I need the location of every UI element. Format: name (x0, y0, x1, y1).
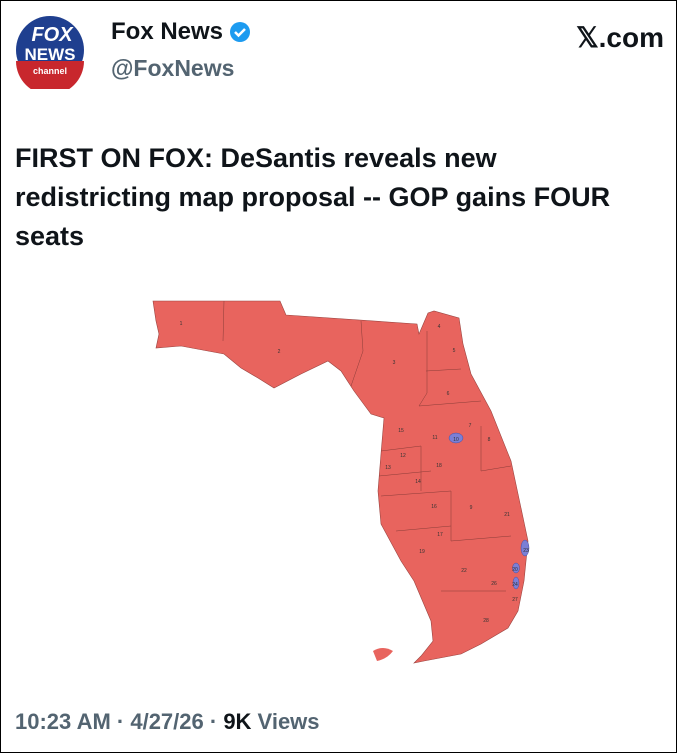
svg-text:FOX: FOX (31, 24, 74, 46)
district-label-3: 3 (393, 360, 396, 366)
district-label-19: 19 (419, 549, 425, 555)
florida-state-shape (152, 300, 529, 664)
tweet-date[interactable]: 4/27/26 (130, 709, 204, 734)
district-label-22: 22 (461, 568, 467, 574)
district-label-1: 1 (180, 321, 183, 327)
district-label-11: 11 (432, 435, 437, 441)
district-label-10: 10 (453, 437, 459, 443)
district-label-26: 26 (491, 581, 497, 587)
district-label-28: 28 (483, 618, 489, 624)
district-label-17: 17 (437, 532, 443, 538)
tweet-text: FIRST ON FOX: DeSantis reveals new redis… (15, 143, 611, 251)
svg-text:NEWS: NEWS (25, 45, 76, 64)
district-label-21: 21 (504, 512, 510, 518)
democrat-districts (448, 432, 530, 590)
views-label: Views (251, 709, 320, 734)
district-label-7: 7 (469, 423, 472, 429)
district-10-shape (448, 432, 464, 444)
district-label-20: 20 (512, 567, 518, 573)
district-label-4: 4 (438, 324, 441, 330)
district-label-12: 12 (400, 453, 406, 459)
views-count: 9K (223, 709, 252, 734)
district-label-14: 14 (415, 479, 421, 485)
district-labels: 1234567891011121314151617181920212223242… (180, 321, 529, 624)
separator: · (203, 709, 224, 734)
district-label-23: 23 (523, 548, 529, 554)
district-label-8: 8 (488, 437, 491, 443)
district-label-24: 24 (512, 582, 518, 588)
fox-news-logo[interactable]: FOX NEWS channel (15, 11, 85, 89)
site-label: 𝕏.com (576, 22, 664, 53)
florida-keys-shape (373, 648, 393, 661)
svg-text:channel: channel (33, 66, 67, 76)
district-20-shape (512, 562, 520, 574)
florida-district-map: 1234567891011121314151617181920212223242… (152, 300, 530, 664)
account-handle[interactable]: @FoxNews (111, 55, 235, 81)
district-borders (222, 300, 512, 592)
district-label-16: 16 (431, 504, 437, 510)
district-label-15: 15 (398, 428, 404, 434)
district-label-9: 9 (470, 505, 473, 511)
tweet-meta: 10:23 AM · 4/27/26 · 9K Views (15, 709, 320, 735)
district-23-shape (520, 539, 530, 557)
separator: · (110, 709, 131, 734)
district-label-27: 27 (512, 597, 518, 603)
district-label-2: 2 (278, 349, 281, 355)
tweet-time[interactable]: 10:23 AM (15, 709, 111, 734)
district-label-18: 18 (436, 463, 442, 469)
district-24-shape (512, 576, 520, 590)
district-label-5: 5 (453, 348, 456, 354)
account-name-text: Fox News (111, 18, 224, 45)
verified-badge-icon (230, 22, 251, 42)
district-label-13: 13 (385, 465, 391, 471)
account-name[interactable]: Fox News (111, 18, 251, 46)
district-label-6: 6 (447, 391, 450, 397)
